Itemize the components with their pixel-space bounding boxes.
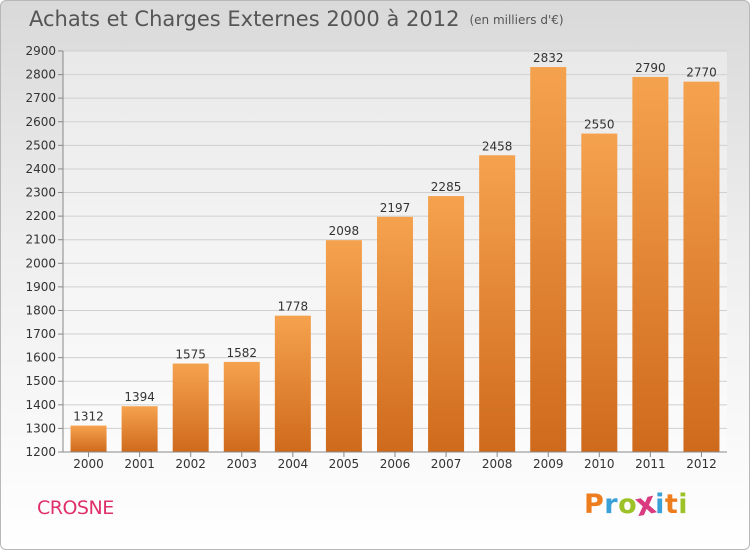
y-tick-label: 2500 bbox=[25, 138, 56, 152]
bar-2002 bbox=[172, 363, 209, 452]
commune-name: CROSNE bbox=[37, 497, 114, 519]
x-tick-label: 2010 bbox=[584, 457, 615, 471]
y-tick-label: 2700 bbox=[25, 91, 56, 105]
x-tick-label: 2006 bbox=[380, 457, 411, 471]
x-tick-label: 2002 bbox=[175, 457, 206, 471]
data-label-2005: 2098 bbox=[329, 224, 360, 238]
bar-2007 bbox=[428, 196, 465, 452]
data-label-2009: 2832 bbox=[533, 51, 564, 65]
x-tick-label: 2003 bbox=[226, 457, 257, 471]
y-tick-label: 2000 bbox=[25, 256, 56, 270]
data-label-2006: 2197 bbox=[380, 201, 411, 215]
x-tick-label: 2009 bbox=[533, 457, 564, 471]
data-label-2004: 1778 bbox=[278, 300, 309, 314]
data-label-2001: 1394 bbox=[124, 390, 155, 404]
y-tick-label: 1800 bbox=[25, 303, 56, 317]
bar-2000 bbox=[70, 425, 107, 452]
y-tick-label: 2100 bbox=[25, 233, 56, 247]
data-label-2003: 1582 bbox=[226, 346, 257, 360]
y-tick-label: 1600 bbox=[25, 351, 56, 365]
data-label-2007: 2285 bbox=[431, 180, 462, 194]
logo-letter: i bbox=[655, 489, 665, 520]
x-tick-label: 2011 bbox=[635, 457, 666, 471]
data-label-2012: 2770 bbox=[686, 66, 717, 80]
y-tick-label: 2800 bbox=[25, 68, 56, 82]
data-label-2011: 2790 bbox=[635, 61, 666, 75]
x-tick-label: 2000 bbox=[73, 457, 104, 471]
y-tick-label: 2600 bbox=[25, 115, 56, 129]
chart-unit: (en milliers d'€) bbox=[469, 13, 564, 27]
x-tick-label: 2001 bbox=[124, 457, 155, 471]
y-tick-label: 1900 bbox=[25, 280, 56, 294]
bars: 1312 1394 1575 1582 1778 2098 2197 2285 2458 2832… bbox=[70, 51, 720, 453]
bar-2010 bbox=[581, 133, 618, 452]
data-label-2008: 2458 bbox=[482, 139, 513, 153]
logo-letter: P bbox=[584, 489, 605, 520]
x-tick-label: 2008 bbox=[482, 457, 513, 471]
y-tick-label: 1400 bbox=[25, 398, 56, 412]
bar-2003 bbox=[223, 361, 260, 452]
y-tick-label: 2200 bbox=[25, 209, 56, 223]
chart-title-text: Achats et Charges Externes 2000 à 2012 bbox=[29, 7, 460, 31]
bar-2008 bbox=[479, 155, 516, 452]
x-tick-label: 2007 bbox=[431, 457, 462, 471]
y-tick-label: 1700 bbox=[25, 327, 56, 341]
chart-title: Achats et Charges Externes 2000 à 2012 (e… bbox=[29, 7, 564, 31]
bar-2001 bbox=[121, 406, 158, 452]
bar-2009 bbox=[530, 67, 567, 452]
y-tick-label: 1300 bbox=[25, 421, 56, 435]
y-tick-label: 1500 bbox=[25, 374, 56, 388]
proxiti-logo: Proxiti bbox=[584, 485, 689, 524]
y-tick-label: 2300 bbox=[25, 186, 56, 200]
data-label-2010: 2550 bbox=[584, 118, 615, 132]
x-tick-label: 2005 bbox=[329, 457, 360, 471]
y-tick-label: 2400 bbox=[25, 162, 56, 176]
y-tick-label: 1200 bbox=[25, 445, 56, 459]
data-label-2000: 1312 bbox=[73, 410, 104, 424]
logo-letter: o bbox=[618, 489, 638, 520]
logo-letter: i bbox=[678, 489, 689, 520]
x-axis: 2000 2001 2002 2003 2004 2005 2006 2007 2008 2009… bbox=[63, 451, 727, 471]
bar-2012 bbox=[683, 81, 720, 452]
logo-letter: r bbox=[604, 489, 619, 520]
bar-2004 bbox=[274, 315, 311, 452]
data-label-2002: 1575 bbox=[175, 348, 206, 362]
bar-2005 bbox=[325, 240, 362, 452]
logo-letter: t bbox=[664, 489, 679, 520]
x-tick-label: 2004 bbox=[278, 457, 309, 471]
y-axis: 1200 1300 1400 1500 1600 1700 1800 1900 2000 2100… bbox=[25, 44, 64, 459]
y-tick-label: 2900 bbox=[25, 44, 56, 58]
x-tick-label: 2012 bbox=[686, 457, 717, 471]
bar-2011 bbox=[632, 76, 669, 453]
bar-2006 bbox=[377, 216, 413, 452]
